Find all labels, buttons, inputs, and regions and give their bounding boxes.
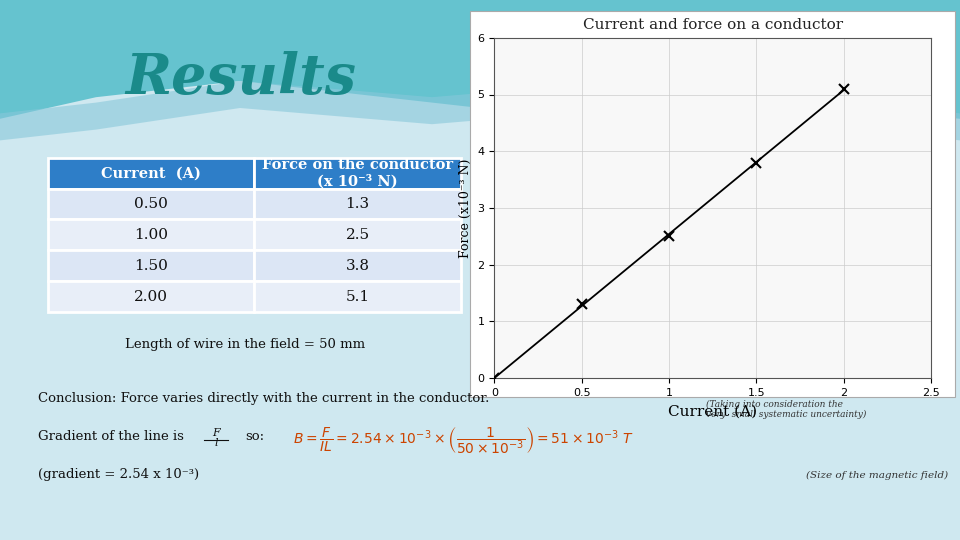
Bar bbox=[470, 11, 955, 397]
Text: so:: so: bbox=[245, 430, 264, 443]
X-axis label: Current (A): Current (A) bbox=[668, 404, 757, 418]
Text: Gradient of the line is: Gradient of the line is bbox=[38, 430, 184, 443]
Text: Length of wire in the field = 50 mm: Length of wire in the field = 50 mm bbox=[125, 338, 365, 352]
Text: Conclusion: Force varies directly with the current in the conductor.: Conclusion: Force varies directly with t… bbox=[38, 392, 490, 406]
Text: l: l bbox=[214, 437, 218, 448]
Text: $B = \dfrac{F}{IL} = 2.54 \times 10^{-3} \times \left(\dfrac{1}{50 \times 10^{-3: $B = \dfrac{F}{IL} = 2.54 \times 10^{-3}… bbox=[293, 424, 634, 456]
Text: (Taking into consideration the
very  small systematic uncertainty): (Taking into consideration the very smal… bbox=[706, 400, 866, 419]
Title: Current and force on a conductor: Current and force on a conductor bbox=[583, 18, 843, 32]
Polygon shape bbox=[0, 0, 960, 119]
Text: F: F bbox=[212, 428, 220, 438]
Text: (gradient = 2.54 x 10⁻³): (gradient = 2.54 x 10⁻³) bbox=[38, 468, 200, 481]
Text: (Size of the magnetic field): (Size of the magnetic field) bbox=[806, 471, 948, 480]
Y-axis label: Force (x10⁻³ N): Force (x10⁻³ N) bbox=[459, 158, 472, 258]
Text: Results: Results bbox=[125, 51, 356, 106]
Polygon shape bbox=[0, 81, 960, 140]
